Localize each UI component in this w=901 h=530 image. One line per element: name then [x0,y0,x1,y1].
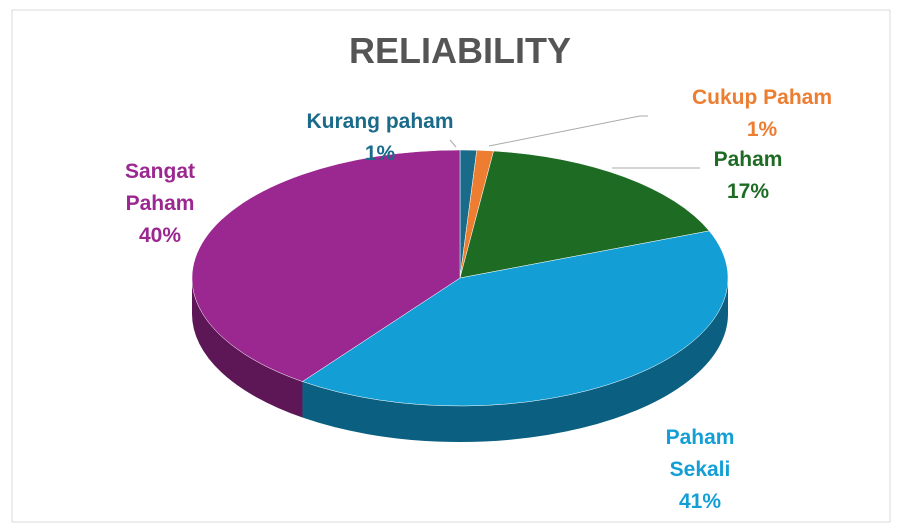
pie [191,149,729,442]
category-label: Cukup Paham [691,86,833,109]
category-label: Paham [713,148,783,171]
pie-slice [191,149,461,382]
data-label: Sangat Paham 40% [105,156,215,252]
value-label: 17% [726,180,770,203]
pie-slice [301,230,729,407]
data-label: Kurang paham 1% [280,106,480,170]
data-label: Paham 17% [673,144,823,208]
value-label: 1% [746,118,778,141]
data-label: Cukup Paham 1% [662,82,862,146]
data-label: Paham Sekali 41% [645,422,755,518]
leader-line [488,115,648,147]
pie-slice [459,150,710,279]
category-label: Sangat Paham [124,160,195,215]
pie-slice-side [302,278,728,442]
pie-slice-side [192,278,303,418]
value-label: 40% [138,224,182,247]
value-label: 1% [364,142,396,165]
category-label: Paham Sekali [665,426,735,481]
leader-line [449,139,457,148]
chart-title: RELIABILITY [349,30,571,71]
value-label: 41% [678,490,722,513]
category-label: Kurang paham [306,110,454,133]
